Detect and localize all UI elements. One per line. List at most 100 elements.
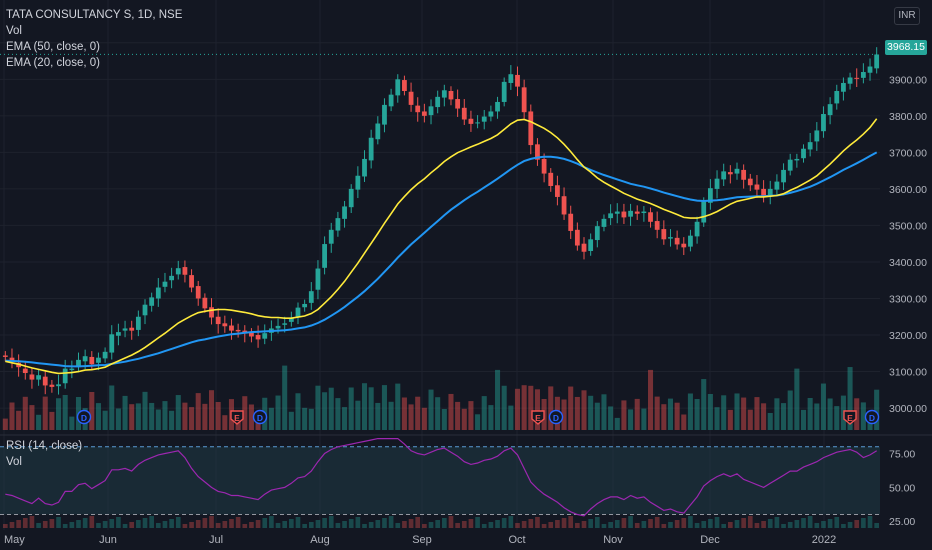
volume-bar <box>574 396 580 430</box>
price-axis: 4000.003900.003800.003700.003600.003500.… <box>889 38 927 528</box>
candle-body <box>528 111 534 146</box>
volume-bar <box>189 407 195 430</box>
volume-bar <box>162 401 168 430</box>
candle-body <box>481 116 487 122</box>
rsi-volume-bar <box>674 520 680 528</box>
rsi-volume-bar <box>575 523 580 528</box>
candle-body <box>395 79 401 96</box>
symbol-title[interactable]: TATA CONSULTANCY S, 1D, NSE <box>6 9 183 21</box>
candle-body <box>754 184 760 190</box>
rsi-volume-bar <box>721 524 727 528</box>
rsi-volume-bar <box>229 519 234 528</box>
rsi-volume-legend[interactable]: Vol <box>6 456 22 468</box>
volume-bar <box>448 393 454 430</box>
candlesticks <box>2 47 880 395</box>
marker-letter: D <box>81 413 87 423</box>
rsi-volume-bar <box>82 518 88 528</box>
volume-bar <box>475 414 481 430</box>
rsi-volume-bar <box>149 516 154 528</box>
candle-body <box>448 91 454 100</box>
candle-body <box>574 229 580 246</box>
volume-bar <box>495 369 501 430</box>
currency-button[interactable]: INR <box>894 7 920 25</box>
rsi-volume-bar <box>195 520 201 528</box>
volume-bar <box>508 405 514 430</box>
volume-bar <box>707 394 713 430</box>
candle-body <box>721 171 727 180</box>
candle-body <box>202 297 208 309</box>
rsi-volume-bar <box>255 520 261 528</box>
volume-bar <box>714 407 720 430</box>
candle-body <box>614 211 620 214</box>
ema20-line <box>5 118 878 375</box>
rsi-volume-bar <box>9 522 15 528</box>
candle-body <box>821 114 826 132</box>
candle-body <box>235 329 241 332</box>
rsi-volume-bar <box>368 522 374 528</box>
rsi-volume-bar <box>342 521 347 528</box>
candle-body <box>860 72 866 78</box>
candle-body <box>149 297 155 306</box>
rsi-volume-bar <box>355 517 361 528</box>
candle-body <box>222 323 228 327</box>
volume-bar <box>501 385 507 430</box>
volume-bar <box>827 398 833 430</box>
rsi-tick-label: 25.00 <box>889 516 915 528</box>
volume-bar <box>169 410 175 430</box>
volume-bar <box>9 402 15 430</box>
rsi-volume-bar <box>754 523 760 528</box>
rsi-volume-bar <box>481 524 487 528</box>
marker-badge <box>76 409 92 425</box>
candle-body <box>135 316 141 330</box>
volume-bar <box>288 411 294 430</box>
rsi-volume-bar <box>289 519 294 528</box>
rsi-legend[interactable]: RSI (14, close) <box>6 440 83 452</box>
rsi-volume-bar <box>861 518 866 528</box>
volume-bar <box>129 404 135 430</box>
rsi-volume-bar <box>222 521 228 528</box>
rsi-volume-bar <box>787 522 793 528</box>
volume-bar <box>381 385 387 430</box>
rsi-volume-bar <box>269 516 274 528</box>
candle-body <box>475 122 480 124</box>
rsi-volume-bar <box>728 522 733 528</box>
rsi-volume-bar <box>282 521 288 528</box>
volume-bar <box>122 395 128 430</box>
rsi-volume-bar <box>308 522 314 528</box>
rsi-volume-bar <box>588 519 593 528</box>
rsi-volume-bar <box>841 524 846 528</box>
candle-body <box>229 325 234 331</box>
candle-body <box>209 307 214 318</box>
volume-bar <box>368 387 374 430</box>
candle-body <box>555 185 560 197</box>
rsi-volume-bar <box>488 522 494 528</box>
volume-bar <box>807 398 813 430</box>
candle-body <box>368 137 374 161</box>
rsi-volume-bar <box>322 518 327 528</box>
candle-body <box>302 303 308 308</box>
rsi-volume-bar <box>142 518 148 528</box>
volume-legend[interactable]: Vol <box>6 25 22 37</box>
grid-lines <box>0 0 932 530</box>
rsi-volume-bar <box>435 520 441 528</box>
rsi-volume-bar <box>634 523 640 528</box>
candle-body <box>435 96 441 108</box>
volume-bar <box>455 401 461 430</box>
rsi-volume-bar <box>747 516 753 528</box>
volume-bar <box>335 398 341 430</box>
candle-body <box>275 325 281 329</box>
candle-body <box>608 213 614 219</box>
ema50-legend[interactable]: EMA (50, close, 0) <box>6 41 100 53</box>
marker-badge <box>230 410 244 425</box>
ema20-legend[interactable]: EMA (20, close, 0) <box>6 57 100 69</box>
volume-bar <box>514 388 521 430</box>
candle-body <box>189 275 194 288</box>
rsi-volume-bar <box>362 524 367 528</box>
volume-bar <box>721 395 727 430</box>
rsi-volume-bar <box>594 517 600 528</box>
volume-bar <box>561 399 567 430</box>
candle-body <box>342 206 347 219</box>
candle-body <box>548 172 554 186</box>
candle-body <box>455 99 461 109</box>
